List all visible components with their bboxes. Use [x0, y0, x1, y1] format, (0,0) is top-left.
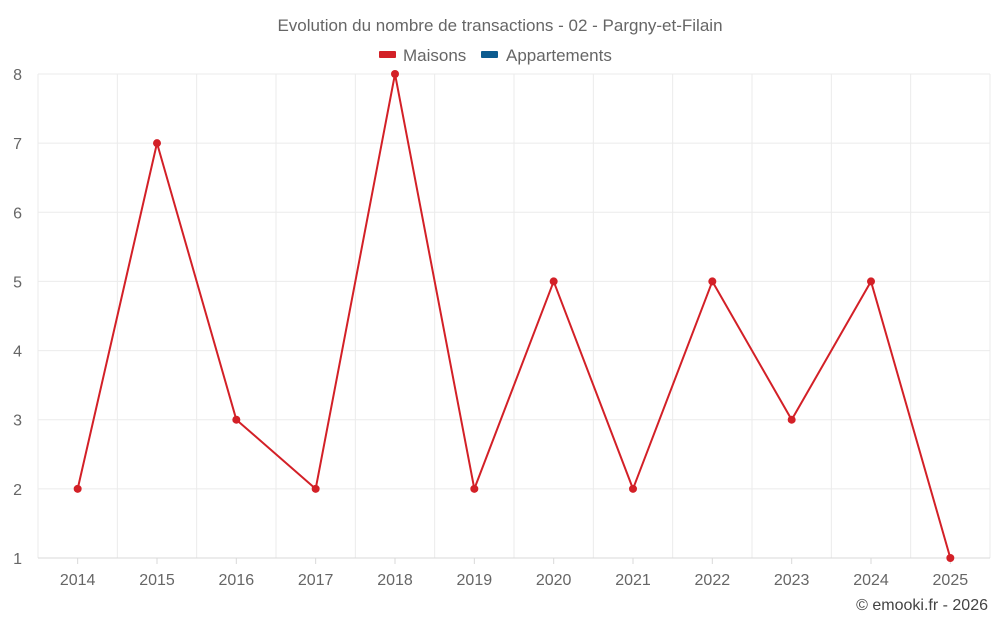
data-point-maisons-2022[interactable] — [708, 277, 717, 286]
y-tick-label-3: 3 — [13, 413, 22, 430]
legend-swatch-maisons — [379, 51, 396, 58]
data-point-maisons-2016[interactable] — [232, 415, 241, 424]
series-group — [73, 70, 955, 562]
data-point-maisons-2021[interactable] — [629, 484, 637, 493]
data-point-maisons-2024[interactable] — [867, 277, 875, 286]
data-point-maisons-2017[interactable] — [311, 484, 320, 493]
y-tick-label-6: 6 — [13, 205, 22, 222]
x-tick-label-2018: 2018 — [377, 572, 413, 589]
x-tick-label-2022: 2022 — [695, 572, 731, 589]
chart-title: Evolution du nombre de transactions - 02… — [277, 16, 722, 35]
legend: Maisons Appartements — [379, 46, 612, 65]
data-point-maisons-2019[interactable] — [470, 484, 479, 493]
x-tick-label-2020: 2020 — [536, 572, 572, 589]
x-tick-label-2024: 2024 — [853, 572, 889, 589]
legend-item-maisons[interactable]: Maisons — [379, 46, 466, 65]
y-tick-label-4: 4 — [13, 344, 22, 361]
data-point-maisons-2014[interactable] — [73, 484, 82, 493]
series-line-maisons — [76, 73, 952, 559]
data-point-maisons-2020[interactable] — [549, 277, 558, 286]
y-tick-label-2: 2 — [13, 482, 22, 499]
legend-item-appartements[interactable]: Appartements — [481, 46, 612, 65]
y-tick-label-7: 7 — [13, 136, 22, 153]
legend-swatch-appartements — [481, 51, 498, 58]
data-point-maisons-2025[interactable] — [946, 554, 955, 562]
x-tick-label-2016: 2016 — [219, 572, 255, 589]
y-axis-ticks: 1 2 3 4 5 6 7 8 — [13, 67, 22, 568]
data-point-maisons-2015[interactable] — [153, 139, 161, 148]
credit-label: © emooki.fr - 2026 — [856, 597, 988, 614]
y-tick-label-8: 8 — [13, 67, 22, 84]
x-tick-label-2025: 2025 — [933, 572, 969, 589]
x-tick-label-2015: 2015 — [139, 572, 175, 589]
x-tick-label-2019: 2019 — [457, 572, 493, 589]
x-tick-label-2023: 2023 — [774, 572, 810, 589]
legend-label-maisons: Maisons — [403, 46, 466, 65]
data-point-maisons-2018[interactable] — [391, 70, 399, 78]
x-tick-label-2021: 2021 — [615, 572, 651, 589]
x-tick-label-2017: 2017 — [298, 572, 334, 589]
y-tick-label-1: 1 — [13, 551, 22, 568]
data-point-maisons-2023[interactable] — [787, 415, 796, 424]
legend-label-appartements: Appartements — [506, 46, 612, 65]
grid — [37, 73, 991, 559]
y-tick-label-5: 5 — [13, 274, 22, 291]
x-axis-ticks: 2014 2015 2016 2017 2018 2019 2020 2021 2022 2023… — [60, 558, 968, 589]
x-tick-label-2014: 2014 — [60, 572, 96, 589]
